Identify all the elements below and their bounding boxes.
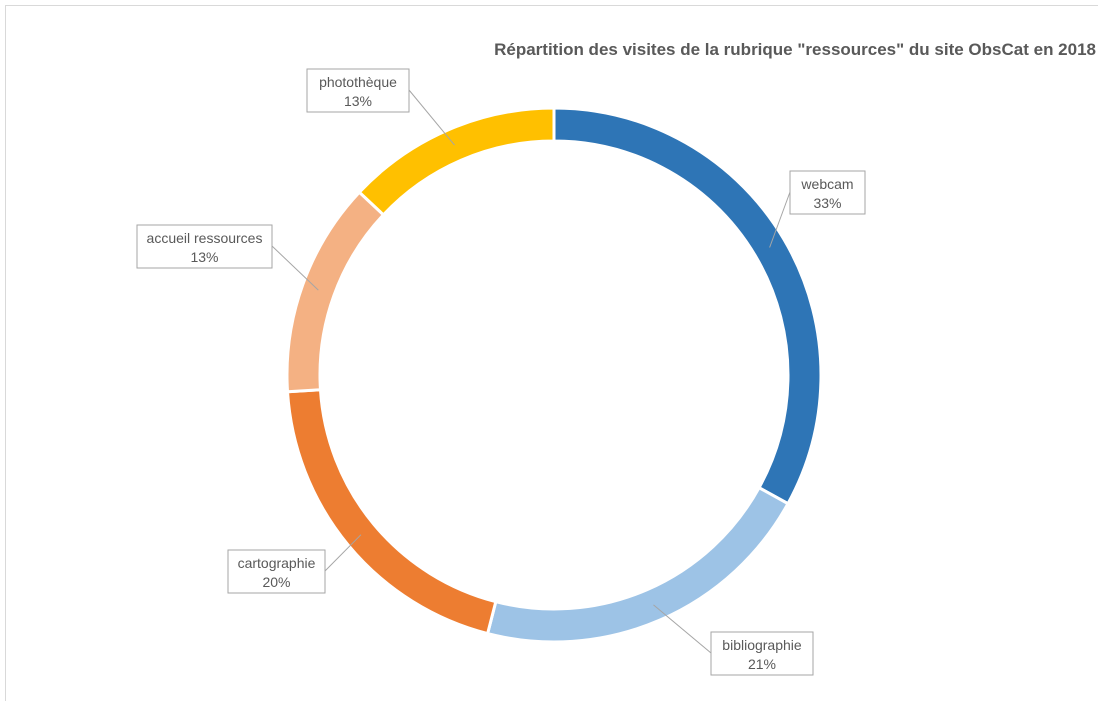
data-label-category: cartographie: [238, 555, 316, 571]
data-label-webcam: webcam 33%: [789, 170, 866, 215]
data-label-box: [710, 631, 814, 676]
data-label-category: webcam: [800, 176, 853, 192]
data-label-box: [136, 224, 273, 269]
leader-line-accueil-ressources: [271, 245, 319, 291]
data-label-percent: 13%: [190, 249, 218, 265]
data-label-cartographie: cartographie 20%: [227, 549, 326, 594]
leader-line-webcam: [769, 191, 791, 248]
slice-accueil-ressources[interactable]: [285, 190, 386, 394]
data-label-phototheque: photothèque 13%: [306, 68, 410, 113]
leader-line-cartographie: [324, 534, 362, 572]
data-label-box: [789, 170, 866, 215]
data-label-accueil-ressources: accueil ressources 13%: [136, 224, 273, 269]
data-label-bibliographie: bibliographie 21%: [710, 631, 814, 676]
chart-title: Répartition des visites de la rubrique "…: [494, 40, 1096, 59]
data-label-box: [306, 68, 410, 113]
data-label-category: accueil ressources: [147, 230, 263, 246]
data-label-category: bibliographie: [722, 637, 802, 653]
data-label-percent: 13%: [344, 93, 372, 109]
data-label-percent: 20%: [262, 574, 290, 590]
slice-webcam[interactable]: [552, 106, 823, 506]
slice-bibliographie[interactable]: [485, 485, 791, 644]
data-label-percent: 21%: [748, 656, 776, 672]
data-label-category: photothèque: [319, 74, 397, 90]
leader-line-bibliographie: [653, 604, 712, 654]
data-label-percent: 33%: [813, 195, 841, 211]
slice-phototheque[interactable]: [357, 106, 556, 217]
data-label-box: [227, 549, 326, 594]
slice-cartographie[interactable]: [285, 388, 498, 636]
leader-line-phototheque: [408, 89, 455, 146]
